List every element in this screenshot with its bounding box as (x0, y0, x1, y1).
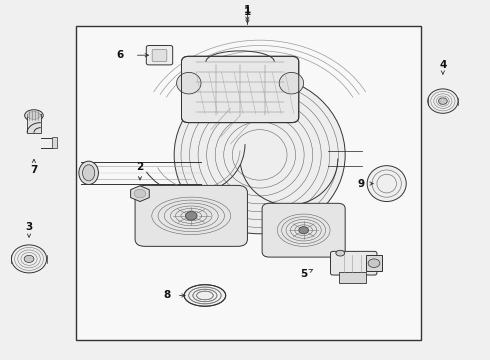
FancyBboxPatch shape (262, 203, 345, 257)
Text: 4: 4 (439, 59, 446, 69)
Ellipse shape (184, 285, 226, 306)
Ellipse shape (174, 76, 345, 234)
Ellipse shape (367, 166, 406, 202)
Circle shape (368, 259, 380, 267)
Text: 8: 8 (163, 291, 171, 301)
Bar (27, 114, 41, 133)
Ellipse shape (176, 72, 201, 94)
Text: 5: 5 (300, 269, 307, 279)
Ellipse shape (428, 89, 458, 113)
Ellipse shape (24, 110, 43, 121)
Text: 1: 1 (244, 7, 251, 17)
Circle shape (185, 212, 197, 220)
Ellipse shape (79, 161, 98, 184)
Circle shape (24, 255, 34, 262)
FancyBboxPatch shape (331, 251, 377, 275)
Ellipse shape (27, 112, 40, 120)
Ellipse shape (336, 250, 344, 256)
Ellipse shape (11, 245, 47, 273)
Ellipse shape (82, 165, 95, 181)
Circle shape (299, 226, 309, 234)
Bar (51, 137, 57, 148)
Text: 9: 9 (358, 179, 365, 189)
Bar (366, 255, 382, 271)
FancyBboxPatch shape (135, 185, 247, 246)
Text: 6: 6 (117, 50, 124, 60)
Ellipse shape (279, 72, 304, 94)
FancyBboxPatch shape (181, 56, 299, 123)
Bar (339, 272, 366, 283)
Text: 3: 3 (25, 222, 33, 232)
Bar (76, 26, 421, 339)
Circle shape (439, 98, 447, 104)
FancyBboxPatch shape (152, 49, 167, 62)
Text: 1: 1 (244, 5, 251, 15)
Text: 7: 7 (30, 165, 38, 175)
FancyBboxPatch shape (147, 45, 172, 65)
Circle shape (134, 189, 146, 198)
Text: 2: 2 (136, 162, 144, 172)
Polygon shape (131, 186, 149, 202)
